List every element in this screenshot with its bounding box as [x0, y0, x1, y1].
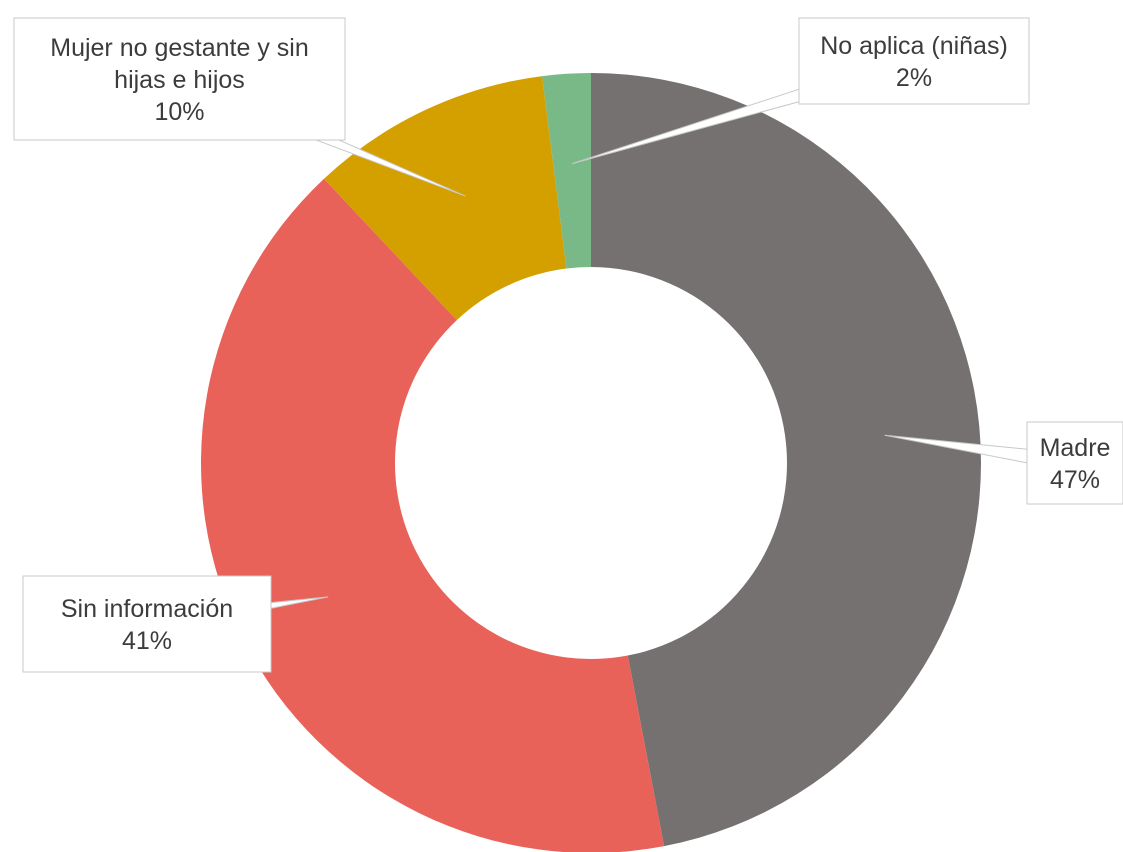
pie-slice-1 — [201, 178, 665, 852]
slice-value-label-0: 47% — [1050, 466, 1100, 494]
callout-box-0 — [1026, 421, 1123, 505]
pie-slice-0 — [591, 73, 982, 847]
slice-category-label-2: Mujer no gestante y sin — [50, 34, 308, 62]
chart-callouts: Madre 47% Sin información 41% Mujer no gesta… — [13, 17, 1123, 673]
slice-value-label-1: 41% — [122, 627, 172, 655]
pie-slice-3 — [542, 73, 591, 269]
chart-slices — [201, 73, 982, 852]
slice-value-label-3: 2% — [896, 64, 932, 92]
pie-slice-2 — [324, 76, 567, 321]
slice-category-label-1: Sin información — [61, 595, 233, 623]
slice-category-label-2: hijas e hijos — [114, 66, 245, 94]
slice-category-label-3: No aplica (niñas) — [820, 32, 1008, 60]
slice-category-label-0: Madre — [1040, 434, 1111, 462]
callout-box-3 — [798, 17, 1030, 105]
callout-box-2 — [13, 17, 346, 141]
callout-box-1 — [22, 575, 272, 673]
slice-value-label-2: 10% — [154, 98, 204, 126]
